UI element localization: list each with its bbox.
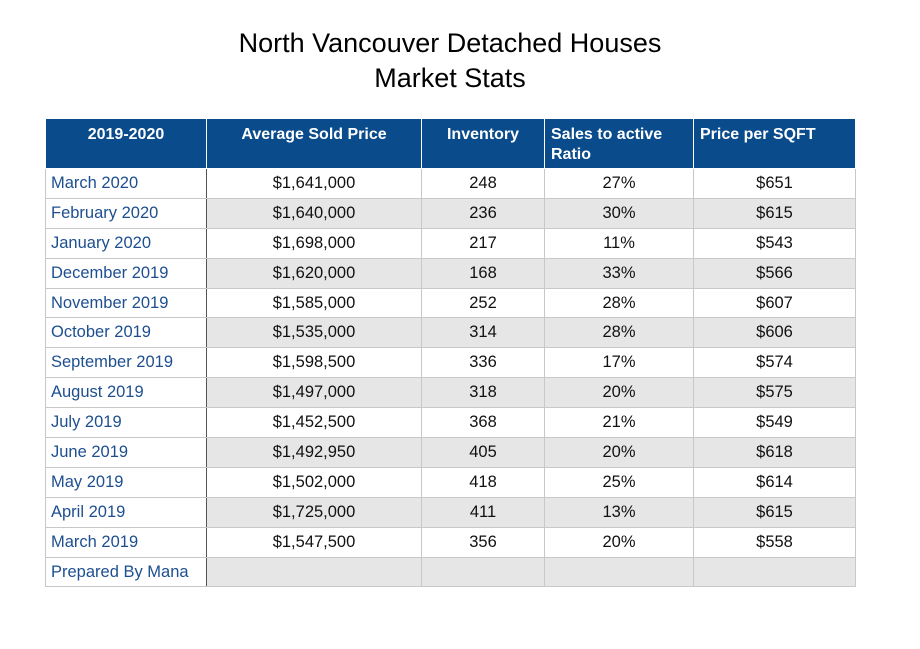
price-per-sqft-cell: $618 [693, 437, 856, 468]
month-cell: January 2020 [45, 227, 207, 259]
average-sold-price-cell: $1,535,000 [206, 317, 422, 349]
sales-ratio-cell: 28% [544, 317, 694, 349]
month-cell: February 2020 [45, 197, 207, 229]
month-cell: September 2019 [45, 347, 207, 379]
average-sold-price-cell: $1,725,000 [206, 496, 422, 528]
sales-ratio-cell: 21% [544, 407, 694, 439]
footer-row: Prepared By Mana [45, 556, 856, 588]
average-sold-price-cell: $1,452,500 [206, 407, 422, 439]
table-row: December 2019 $1,620,000 168 33% $566 [45, 257, 856, 289]
average-sold-price-cell: $1,497,000 [206, 377, 422, 409]
sales-ratio-cell: 11% [544, 227, 694, 259]
sales-ratio-cell: 27% [544, 168, 694, 199]
table-row: August 2019 $1,497,000 318 20% $575 [45, 377, 856, 409]
table-row: October 2019 $1,535,000 314 28% $606 [45, 317, 856, 349]
column-header-sales-ratio: Sales to active Ratio [544, 118, 694, 169]
column-header-average-sold-price: Average Sold Price [206, 118, 422, 169]
inventory-cell: 318 [421, 377, 545, 409]
sales-ratio-cell: 20% [544, 377, 694, 409]
page-title: North Vancouver Detached Houses Market S… [0, 26, 900, 96]
table-row: January 2020 $1,698,000 217 11% $543 [45, 227, 856, 259]
empty-cell [544, 556, 694, 588]
price-per-sqft-cell: $543 [693, 227, 856, 259]
prepared-by-label: Prepared By Mana [45, 556, 207, 588]
average-sold-price-cell: $1,640,000 [206, 197, 422, 229]
inventory-cell: 405 [421, 437, 545, 468]
price-per-sqft-cell: $615 [693, 197, 856, 229]
month-cell: July 2019 [45, 407, 207, 439]
table-body: March 2020 $1,641,000 248 27% $651 February 2… [45, 168, 856, 588]
empty-cell [206, 556, 422, 588]
table-row: February 2020 $1,640,000 236 30% $615 [45, 197, 856, 229]
inventory-cell: 411 [421, 496, 545, 528]
inventory-cell: 168 [421, 257, 545, 289]
average-sold-price-cell: $1,502,000 [206, 466, 422, 498]
title-line-1: North Vancouver Detached Houses [238, 28, 662, 58]
inventory-cell: 336 [421, 347, 545, 379]
sales-ratio-cell: 13% [544, 496, 694, 528]
average-sold-price-cell: $1,585,000 [206, 287, 422, 319]
price-per-sqft-cell: $651 [693, 168, 856, 199]
inventory-cell: 356 [421, 526, 545, 558]
month-cell: August 2019 [45, 377, 207, 409]
sales-ratio-cell: 25% [544, 466, 694, 498]
sales-ratio-cell: 28% [544, 287, 694, 319]
table-row: June 2019 $1,492,950 405 20% $618 [45, 437, 856, 468]
column-header-price-per-sqft: Price per SQFT [693, 118, 856, 169]
sales-ratio-cell: 20% [544, 526, 694, 558]
table-row: July 2019 $1,452,500 368 21% $549 [45, 407, 856, 439]
sales-ratio-cell: 17% [544, 347, 694, 379]
average-sold-price-cell: $1,641,000 [206, 168, 422, 199]
price-per-sqft-cell: $614 [693, 466, 856, 498]
month-cell: November 2019 [45, 287, 207, 319]
price-per-sqft-cell: $558 [693, 526, 856, 558]
price-per-sqft-cell: $566 [693, 257, 856, 289]
month-cell: March 2020 [45, 168, 207, 199]
market-stats-table: 2019-2020 Average Sold Price Inventory S… [45, 118, 856, 588]
table-row: November 2019 $1,585,000 252 28% $607 [45, 287, 856, 319]
price-per-sqft-cell: $607 [693, 287, 856, 319]
table-row: May 2019 $1,502,000 418 25% $614 [45, 466, 856, 498]
sales-ratio-cell: 30% [544, 197, 694, 229]
month-cell: October 2019 [45, 317, 207, 349]
inventory-cell: 252 [421, 287, 545, 319]
month-cell: May 2019 [45, 466, 207, 498]
empty-cell [421, 556, 545, 588]
table-row: September 2019 $1,598,500 336 17% $574 [45, 347, 856, 379]
price-per-sqft-cell: $615 [693, 496, 856, 528]
price-per-sqft-cell: $575 [693, 377, 856, 409]
price-per-sqft-cell: $549 [693, 407, 856, 439]
average-sold-price-cell: $1,492,950 [206, 437, 422, 468]
table-row: March 2020 $1,641,000 248 27% $651 [45, 168, 856, 199]
table-row: April 2019 $1,725,000 411 13% $615 [45, 496, 856, 528]
column-header-period: 2019-2020 [45, 118, 207, 169]
inventory-cell: 236 [421, 197, 545, 229]
title-line-2: Market Stats [374, 63, 526, 93]
price-per-sqft-cell: $574 [693, 347, 856, 379]
average-sold-price-cell: $1,547,500 [206, 526, 422, 558]
price-per-sqft-cell: $606 [693, 317, 856, 349]
month-cell: March 2019 [45, 526, 207, 558]
column-header-inventory: Inventory [421, 118, 545, 169]
inventory-cell: 418 [421, 466, 545, 498]
inventory-cell: 248 [421, 168, 545, 199]
sales-ratio-cell: 20% [544, 437, 694, 468]
month-cell: June 2019 [45, 437, 207, 468]
average-sold-price-cell: $1,620,000 [206, 257, 422, 289]
average-sold-price-cell: $1,698,000 [206, 227, 422, 259]
header-row: 2019-2020 Average Sold Price Inventory S… [45, 118, 856, 169]
inventory-cell: 368 [421, 407, 545, 439]
table-row: March 2019 $1,547,500 356 20% $558 [45, 526, 856, 558]
inventory-cell: 217 [421, 227, 545, 259]
inventory-cell: 314 [421, 317, 545, 349]
sales-ratio-cell: 33% [544, 257, 694, 289]
month-cell: April 2019 [45, 496, 207, 528]
month-cell: December 2019 [45, 257, 207, 289]
empty-cell [693, 556, 856, 588]
average-sold-price-cell: $1,598,500 [206, 347, 422, 379]
